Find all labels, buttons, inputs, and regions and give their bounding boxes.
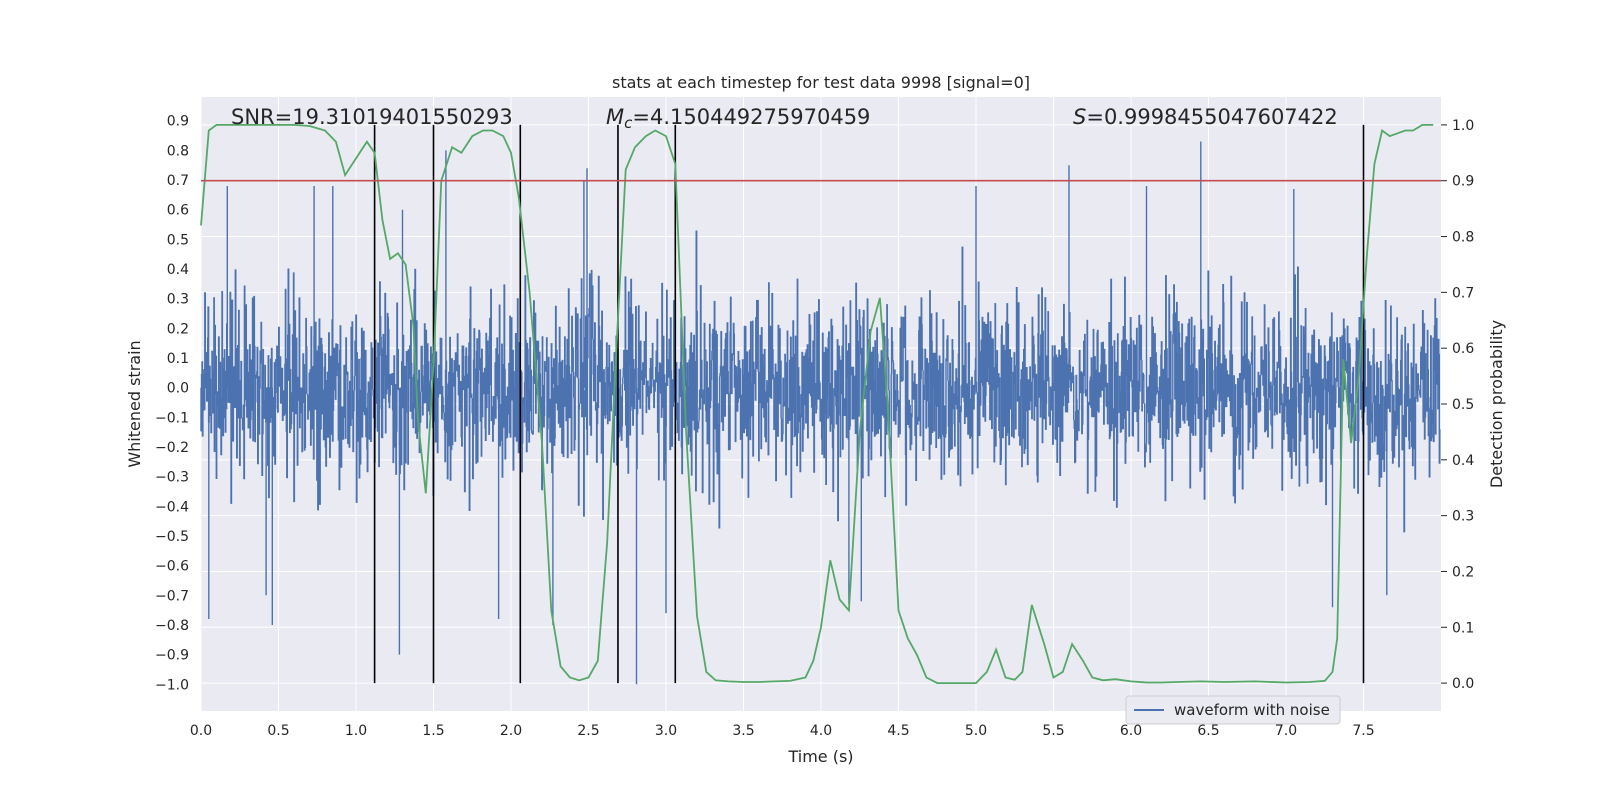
y2-tick-label: 0.7: [1452, 285, 1474, 301]
y-tick-label: −0.8: [155, 618, 189, 634]
y2-tick-label: 0.5: [1452, 397, 1474, 413]
legend-box: [1125, 695, 1341, 725]
x-tick-label: 3.5: [732, 723, 754, 739]
y2-axis-ticks: 0.0 0.1 0.2 0.3 0.4 0.5 0.6 0.7 0.8 0.9 1.0: [1441, 118, 1474, 692]
x-tick-label: 1.0: [345, 723, 367, 739]
y2-tick-label: 0.8: [1452, 230, 1474, 246]
y2-tick-label: 0.4: [1452, 453, 1474, 469]
probability-line: [200, 124, 1434, 684]
x-tick-label: 0.0: [190, 723, 212, 739]
x-tick-label: 2.5: [577, 723, 599, 739]
y2-tick-label: 0.1: [1452, 620, 1474, 636]
y-tick-label: −0.1: [155, 410, 189, 426]
x-axis-label: Time (s): [787, 747, 853, 766]
x-tick-label: 6.0: [1120, 723, 1142, 739]
y-axis-label: Whitened strain: [125, 340, 144, 467]
mc-symbol: M: [606, 105, 624, 129]
x-tick-label: 4.5: [887, 723, 909, 739]
mc-annotation: Mc=4.150449275970459: [606, 105, 870, 132]
y-tick-label: 0.2: [167, 321, 189, 337]
legend: waveform with noise: [1125, 695, 1341, 725]
x-tick-label: 6.5: [1197, 723, 1219, 739]
mc-subscript: c: [624, 114, 633, 132]
y-tick-label: −0.3: [155, 470, 189, 486]
probability-series: [200, 124, 1434, 684]
x-tick-label: 1.5: [422, 723, 444, 739]
x-tick-label: 4.0: [810, 723, 832, 739]
x-tick-label: 5.5: [1042, 723, 1064, 739]
y-tick-label: 0.9: [167, 114, 189, 130]
mc-value: =4.150449275970459: [632, 105, 870, 129]
legend-entry: waveform with noise: [1174, 701, 1330, 719]
y-tick-label: 0.5: [167, 232, 189, 248]
y-axis-ticks: −1.0 −0.9 −0.8 −0.7 −0.6 −0.5 −0.4 −0.3 −0.2 −0.1…: [155, 114, 189, 694]
vertical-markers: [373, 124, 1365, 684]
y-tick-label: −1.0: [155, 677, 189, 693]
snr-annotation: SNR=19.31019401550293: [231, 105, 513, 129]
x-tick-label: 0.5: [267, 723, 289, 739]
x-axis-ticks: 0.0 0.5 1.0 1.5 2.0 2.5 3.0 3.5 4.0 4.5 5.0 5.5 6.0 6…: [190, 723, 1375, 739]
y2-axis-label: Detection probability: [1487, 320, 1506, 488]
y2-tick-label: 0.2: [1452, 564, 1474, 580]
s-symbol: S: [1073, 105, 1086, 129]
x-tick-label: 3.0: [655, 723, 677, 739]
y-tick-label: −0.7: [155, 588, 189, 604]
y2-tick-label: 1.0: [1452, 118, 1474, 134]
y-tick-label: 0.6: [167, 203, 189, 219]
y-tick-label: −0.6: [155, 559, 189, 575]
x-tick-label: 2.0: [500, 723, 522, 739]
y2-tick-label: 0.0: [1452, 676, 1474, 692]
y-tick-label: 0.0: [167, 381, 189, 397]
y2-tick-label: 0.3: [1452, 509, 1474, 525]
y-tick-label: 0.4: [167, 262, 189, 278]
y-tick-label: 0.7: [167, 173, 189, 189]
y-tick-label: −0.2: [155, 440, 189, 456]
y-tick-label: 0.1: [167, 351, 189, 367]
x-tick-label: 5.0: [965, 723, 987, 739]
y-tick-label: 0.8: [167, 143, 189, 159]
y-tick-label: 0.3: [167, 292, 189, 308]
s-value: =0.9998455047607422: [1086, 105, 1337, 129]
y2-tick-label: 0.9: [1452, 174, 1474, 190]
chart-title: stats at each timestep for test data 999…: [612, 73, 1030, 92]
y2-tick-label: 0.6: [1452, 341, 1474, 357]
y-tick-label: −0.9: [155, 648, 189, 664]
x-tick-label: 7.5: [1352, 723, 1374, 739]
s-annotation: S=0.9998455047607422: [1073, 105, 1338, 129]
x-tick-label: 7.0: [1275, 723, 1297, 739]
y-tick-label: −0.4: [155, 499, 189, 515]
y-tick-label: −0.5: [155, 529, 189, 545]
